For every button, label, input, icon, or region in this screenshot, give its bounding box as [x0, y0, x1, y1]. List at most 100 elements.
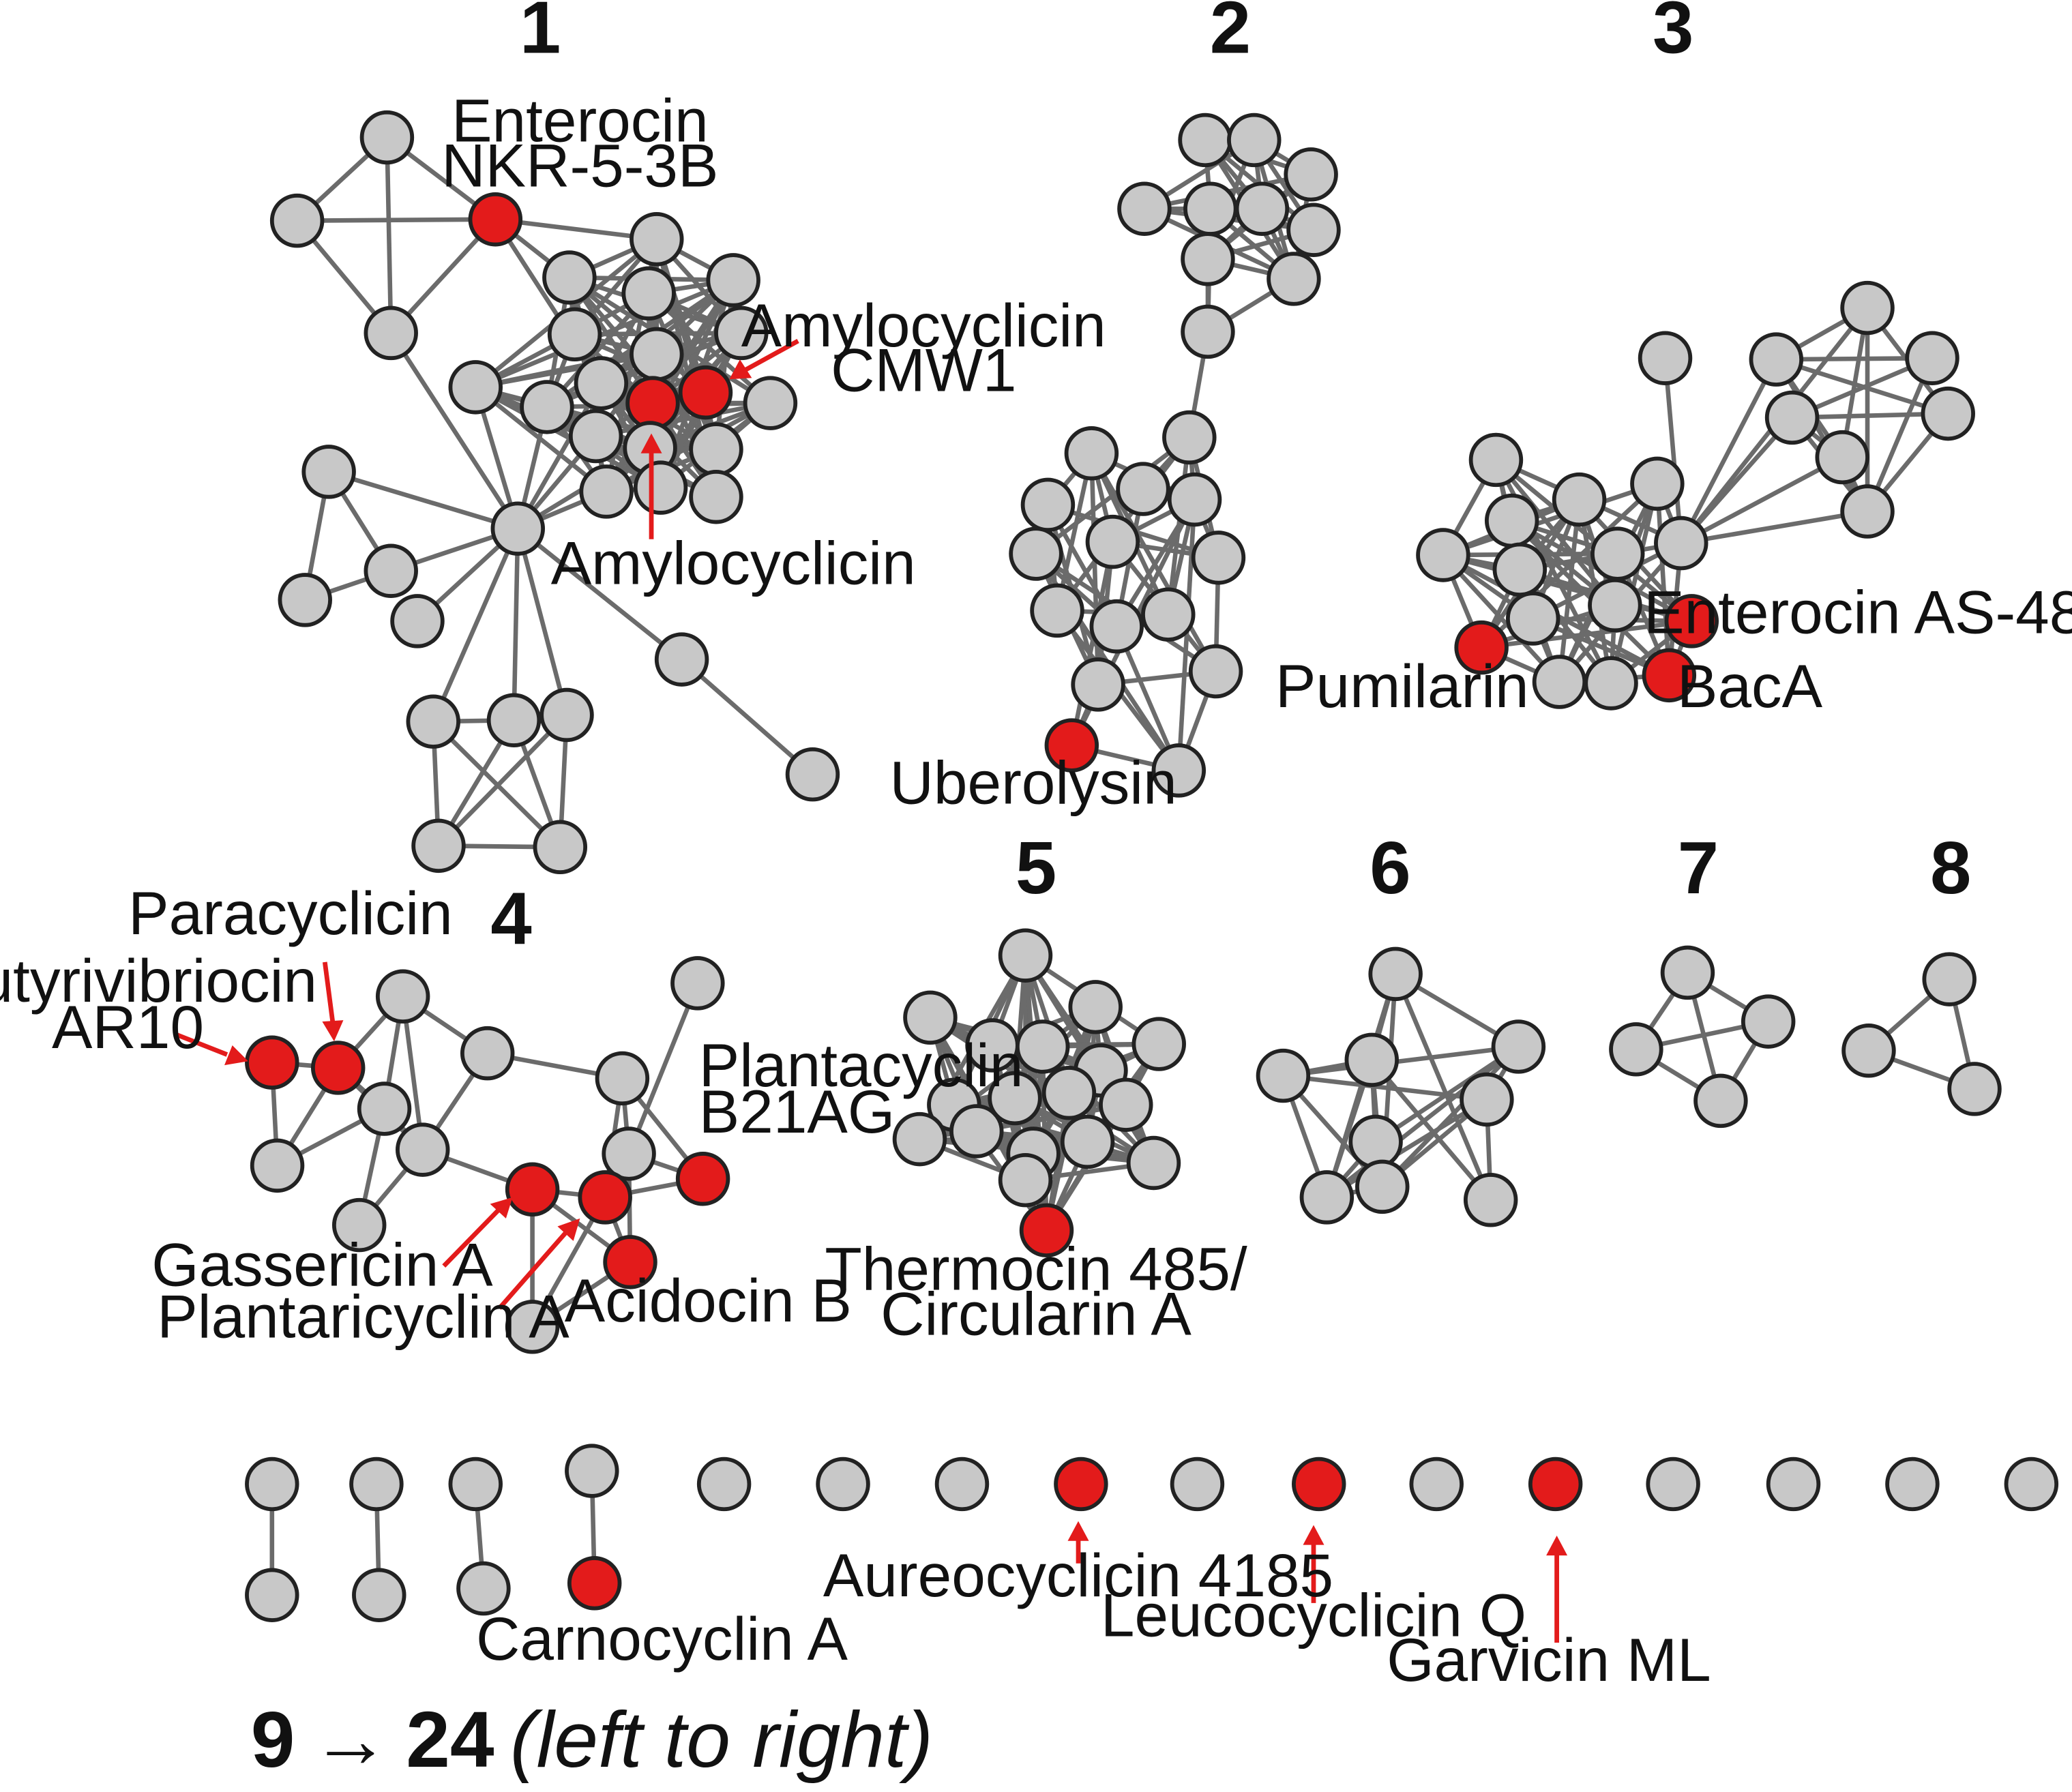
bacteriocin-node: [375, 969, 430, 1024]
bacteriocin-node: [743, 376, 798, 430]
bacteriocin-node: [621, 266, 676, 320]
label-butyrivibriocin-line1: Butyrivibriocin: [0, 946, 317, 1015]
bacteriocin-node: [949, 1104, 1004, 1159]
reference-bacteriocin-node: [625, 376, 680, 430]
bacteriocin-node: [1060, 1114, 1115, 1169]
network-edge: [595, 400, 771, 438]
bacteriocin-node: [490, 501, 546, 556]
cluster-number-8: 8: [1930, 826, 1971, 909]
label-baca: BacA: [1677, 652, 1823, 720]
network-edge: [436, 713, 569, 848]
bacteriocin-node: [1922, 952, 1977, 1006]
bacteriocin-node: [1178, 113, 1232, 168]
bacteriocin-node: [1020, 477, 1076, 533]
bacteriocin-node: [1654, 516, 1708, 571]
bacteriocin-node: [547, 307, 602, 362]
label-plantacyclin-line1: Plantacyclin: [699, 1031, 1024, 1099]
bacteriocin-node: [1584, 656, 1638, 711]
network-edge: [389, 331, 520, 531]
bacteriocin-node: [998, 928, 1053, 983]
network-edge: [1680, 455, 1844, 546]
label-gassericin: Gassericin A: [151, 1231, 493, 1299]
network-edge: [1325, 1045, 1520, 1199]
bacteriocin-node: [1840, 484, 1895, 539]
reference-bacteriocin-node: [1664, 594, 1719, 648]
arrowhead-butyrivibriocin: [224, 1045, 248, 1066]
bacteriocin-node: [1590, 526, 1645, 581]
reference-bacteriocin-node: [678, 365, 733, 420]
bacteriocin-node: [1463, 1173, 1518, 1227]
bacteriocin-node: [1089, 599, 1144, 654]
bacteriocin-node: [1815, 430, 1869, 485]
bacteriocin-node: [1284, 147, 1338, 202]
bacteriocin-node: [1764, 390, 1820, 445]
bacteriocin-node: [1741, 994, 1796, 1049]
label-thermocin-line1: Thermocin 485/: [825, 1235, 1247, 1303]
bacteriocin-node: [1256, 1048, 1311, 1103]
reference-bacteriocin-node: [1642, 648, 1697, 703]
bacteriocin-node: [670, 956, 725, 1011]
bacteriocin-node: [988, 1071, 1042, 1126]
bacteriocin-node: [331, 1197, 387, 1253]
bacteriocin-node: [1286, 203, 1341, 257]
label-enterocin-nkr-line2: NKR-5-3B: [441, 131, 718, 199]
bacteriocin-node: [714, 305, 769, 361]
label-amylocyclicin: Amylocyclicin: [551, 529, 916, 597]
label-acidocin: Acidocin B: [565, 1266, 852, 1334]
reference-bacteriocin-node: [567, 1556, 622, 1611]
arrowhead-paracyclicin: [322, 1020, 344, 1042]
network-edge: [1655, 483, 1672, 676]
bacteriocin-node: [1227, 113, 1282, 168]
bacteriocin-node: [533, 820, 588, 875]
label-garvicin: Garvicin ML: [1387, 1626, 1711, 1694]
footer-caption: 9 → 24 (left to right): [251, 1695, 933, 1784]
bacteriocin-node: [269, 193, 325, 248]
bacteriocin-node: [1646, 1457, 1700, 1512]
label-thermocin-line2: Circularin A: [880, 1279, 1192, 1347]
bacteriocin-node: [390, 594, 445, 648]
label-plantaricyclin: Plantaricyclin A: [157, 1282, 569, 1350]
bacteriocin-node: [1170, 1457, 1225, 1512]
label-butyrivibriocin-line2: AR10: [52, 993, 204, 1061]
bacteriocin-node: [1588, 578, 1642, 633]
label-plantacyclin-line2: B21AG: [699, 1077, 895, 1146]
bacteriocin-node: [654, 632, 709, 687]
network-edge: [1663, 357, 1684, 543]
bacteriocin-node: [1085, 514, 1140, 569]
bacteriocin-node: [364, 543, 418, 598]
bacteriocin-node: [1131, 1017, 1186, 1071]
bacteriocin-node: [1181, 304, 1235, 359]
bacteriocin-node: [630, 212, 684, 267]
bacteriocin-node: [1660, 945, 1715, 1000]
bacteriocin-node: [689, 469, 743, 524]
bacteriocin-node: [1532, 655, 1587, 709]
network-edge: [1774, 358, 1869, 513]
bacteriocin-node: [364, 305, 418, 361]
arrowhead-plantaricyclin: [557, 1218, 580, 1241]
network-edge: [475, 352, 657, 390]
bacteriocin-node: [359, 110, 415, 165]
arrow-amylocyclicin-cmw1: [743, 339, 799, 372]
label-amylocyclicin-cmw1-line2: CMW1: [831, 336, 1016, 404]
bacteriocin-node: [396, 1122, 450, 1177]
bacteriocin-node: [934, 1457, 990, 1512]
bacteriocin-node: [1921, 386, 1975, 441]
network-edge: [1441, 553, 1561, 684]
bacteriocin-node: [633, 460, 688, 515]
bacteriocin-node: [568, 408, 623, 464]
bacteriocin-node: [1009, 526, 1063, 581]
bacteriocin-node: [1141, 587, 1196, 642]
bacteriocin-node: [1368, 946, 1423, 1002]
bacteriocin-node: [301, 445, 356, 499]
bacteriocin-node: [411, 818, 466, 873]
bacteriocin-node: [1041, 1066, 1097, 1120]
arrowhead-aureocyclicin: [1067, 1521, 1089, 1541]
bacteriocin-node: [579, 464, 634, 519]
arrowhead-amylocyclicin: [640, 433, 662, 453]
reference-bacteriocin-node: [1019, 1203, 1074, 1258]
bacteriocin-node: [1064, 426, 1119, 481]
bacteriocin-node: [542, 250, 597, 305]
bacteriocin-node: [1015, 1019, 1070, 1074]
label-carnocyclin: Carnocyclin A: [476, 1604, 848, 1673]
network-edge: [680, 657, 814, 777]
